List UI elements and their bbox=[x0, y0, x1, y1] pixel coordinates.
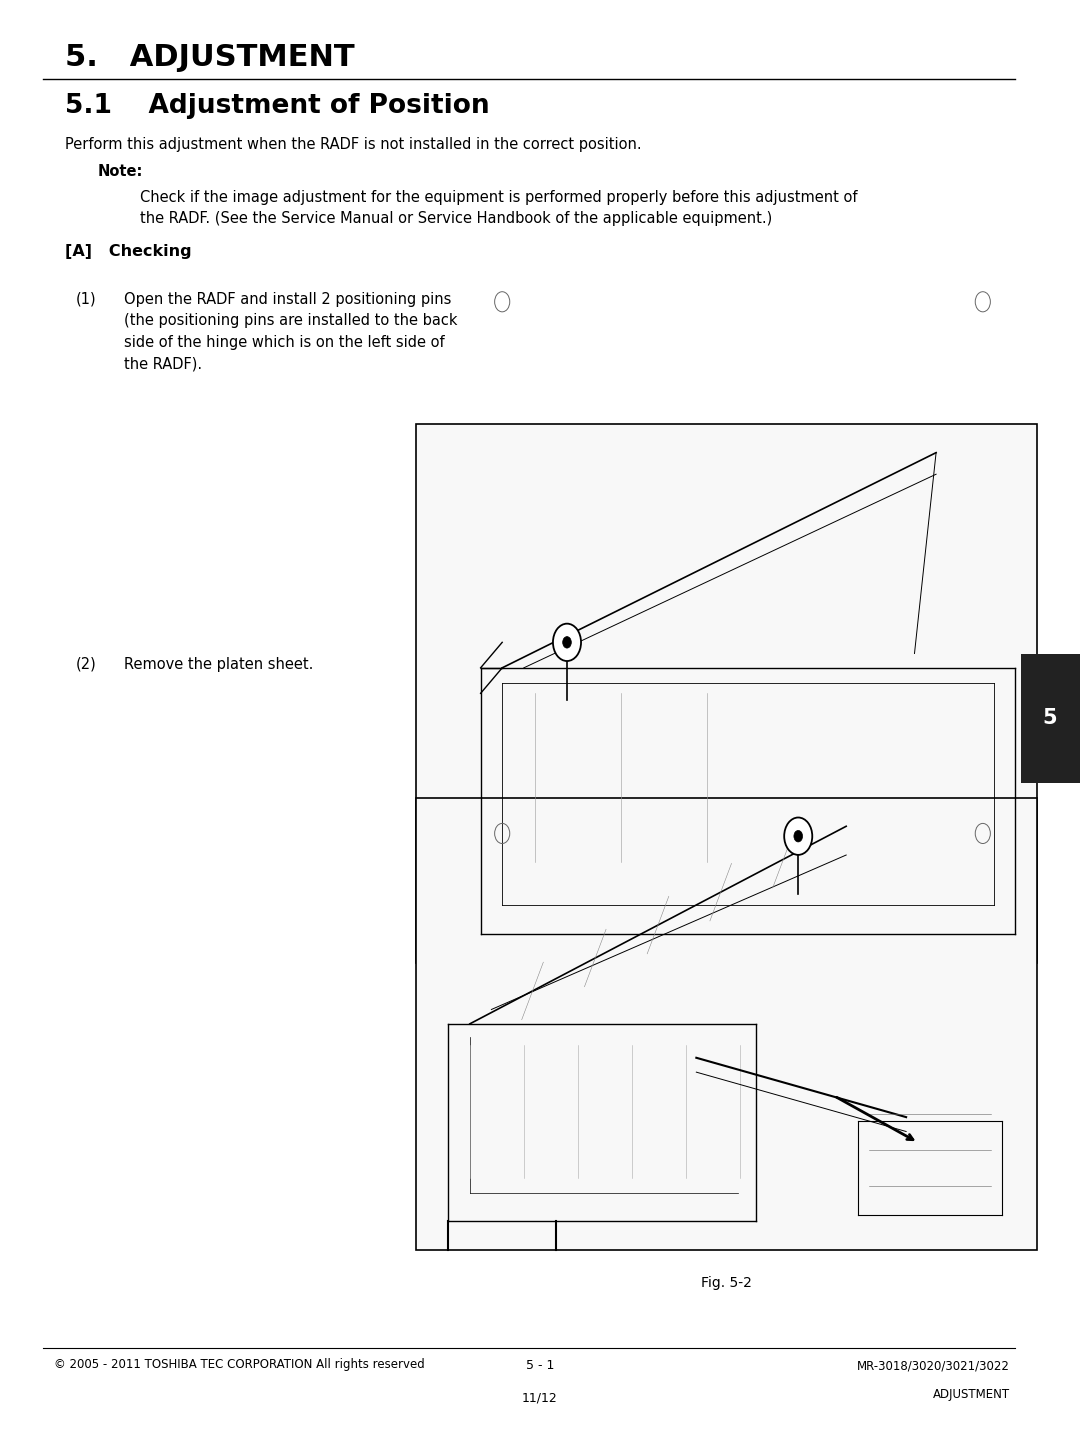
Text: [A]   Checking: [A] Checking bbox=[65, 244, 191, 259]
Circle shape bbox=[563, 637, 571, 648]
Circle shape bbox=[553, 624, 581, 661]
Circle shape bbox=[784, 818, 812, 855]
Text: Check if the image adjustment for the equipment is performed properly before thi: Check if the image adjustment for the eq… bbox=[140, 190, 858, 226]
Text: Note:: Note: bbox=[97, 164, 143, 178]
Text: © 2005 - 2011 TOSHIBA TEC CORPORATION All rights reserved: © 2005 - 2011 TOSHIBA TEC CORPORATION Al… bbox=[54, 1358, 424, 1371]
Text: 5.1    Adjustment of Position: 5.1 Adjustment of Position bbox=[65, 93, 489, 119]
Text: 5.   ADJUSTMENT: 5. ADJUSTMENT bbox=[65, 43, 354, 72]
Text: Open the RADF and install 2 positioning pins
(the positioning pins are installed: Open the RADF and install 2 positioning … bbox=[124, 292, 458, 372]
Text: Fig. 5-2: Fig. 5-2 bbox=[701, 1276, 752, 1290]
Text: 5 - 1: 5 - 1 bbox=[526, 1359, 554, 1372]
Text: 5: 5 bbox=[1042, 708, 1057, 729]
Text: Remove the platen sheet.: Remove the platen sheet. bbox=[124, 657, 313, 671]
Circle shape bbox=[794, 831, 802, 842]
Bar bbox=[416, 424, 1037, 963]
Text: Perform this adjustment when the RADF is not installed in the correct position.: Perform this adjustment when the RADF is… bbox=[65, 137, 642, 151]
Text: (1): (1) bbox=[76, 292, 96, 306]
Text: (2): (2) bbox=[76, 657, 96, 671]
Text: Fig. 5-1: Fig. 5-1 bbox=[701, 989, 752, 1003]
Bar bbox=[1021, 654, 1080, 783]
Text: 11/12: 11/12 bbox=[522, 1391, 558, 1404]
Bar bbox=[416, 798, 1037, 1250]
Text: MR-3018/3020/3021/3022: MR-3018/3020/3021/3022 bbox=[856, 1359, 1010, 1372]
Text: ADJUSTMENT: ADJUSTMENT bbox=[933, 1388, 1010, 1401]
